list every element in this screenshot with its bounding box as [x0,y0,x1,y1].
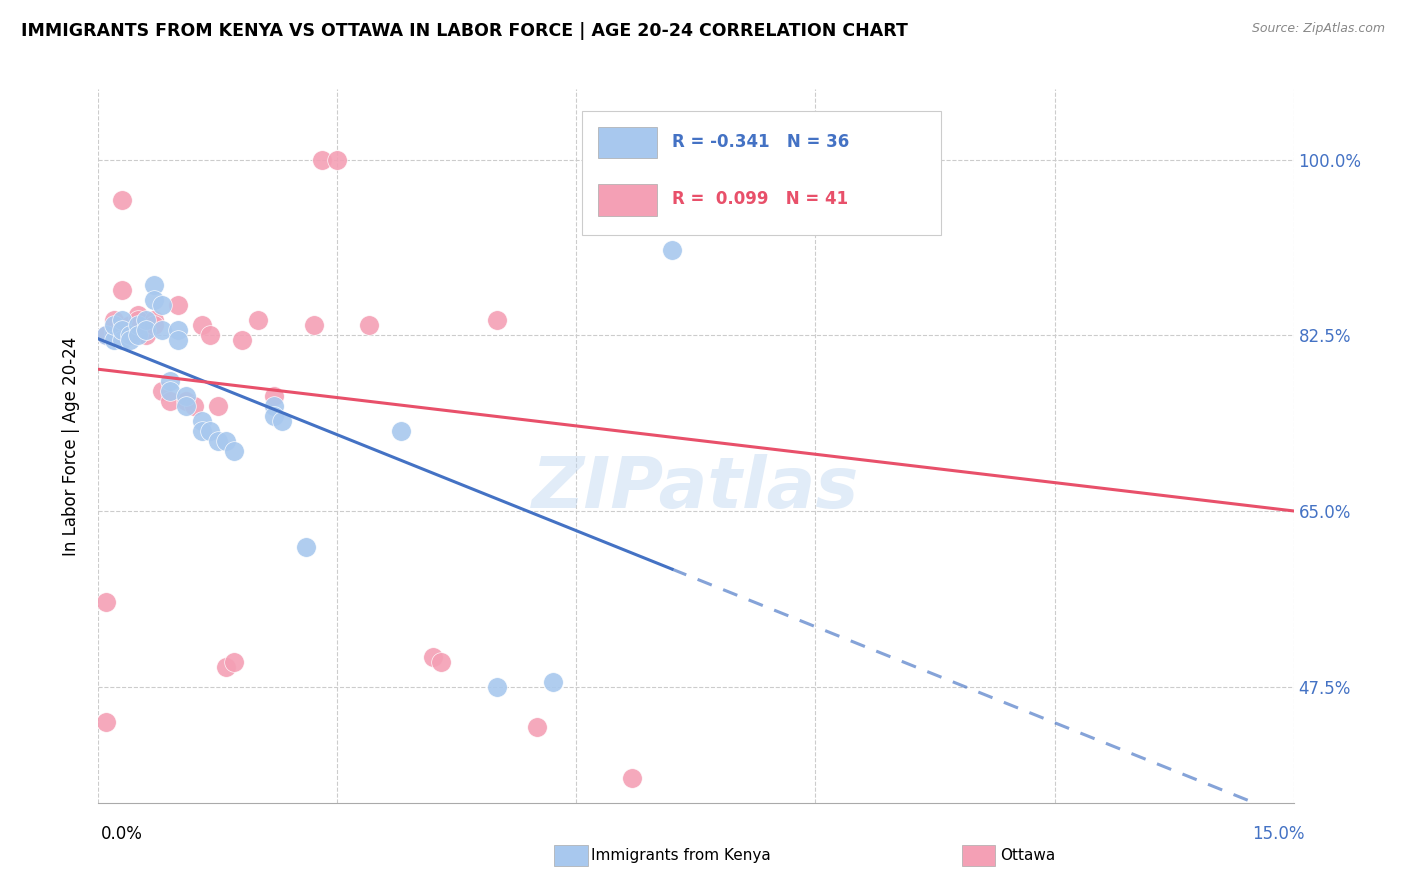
Point [526,720,548,734]
Text: ZIPatlas: ZIPatlas [533,454,859,524]
Point [485,313,508,327]
Point [111,323,134,337]
Point [183,399,205,413]
Point [174,389,197,403]
Point [191,318,214,333]
Point [485,680,508,694]
FancyBboxPatch shape [582,111,941,235]
Point [676,153,699,167]
Point [120,328,142,343]
Point [174,399,197,413]
Point [120,318,142,333]
Y-axis label: In Labor Force | Age 20-24: In Labor Force | Age 20-24 [62,336,80,556]
Point [135,328,157,343]
Text: Source: ZipAtlas.com: Source: ZipAtlas.com [1251,22,1385,36]
Point [111,334,134,348]
Point [621,771,644,785]
Point [167,323,190,337]
Point [167,298,190,312]
Point [120,334,142,348]
Point [159,374,181,388]
Point [96,328,118,343]
Point [215,434,238,448]
Point [270,414,292,428]
Point [96,328,118,343]
Point [389,424,412,438]
Point [143,318,166,333]
Point [422,650,444,665]
FancyBboxPatch shape [598,127,657,159]
Point [167,334,190,348]
Point [96,595,118,609]
Point [159,384,181,398]
Point [103,328,125,343]
Point [359,318,381,333]
Point [215,660,238,674]
Point [143,313,166,327]
Text: 15.0%: 15.0% [1253,825,1305,843]
Point [143,293,166,308]
Point [263,399,285,413]
Point [143,278,166,293]
Point [246,313,269,327]
Point [174,393,197,408]
Point [127,328,149,343]
Point [311,153,333,167]
Point [111,193,134,207]
Point [135,313,157,327]
Point [191,424,214,438]
Point [127,313,149,327]
Point [150,323,173,337]
Point [302,318,325,333]
Point [120,328,142,343]
Point [231,334,253,348]
Point [326,153,349,167]
Point [111,313,134,327]
Point [127,318,149,333]
Point [198,424,221,438]
Point [111,283,134,297]
Point [263,389,285,403]
Point [103,313,125,327]
Text: Ottawa: Ottawa [1000,848,1054,863]
Text: R = -0.341   N = 36: R = -0.341 N = 36 [672,133,849,151]
Point [103,318,125,333]
Point [207,434,229,448]
Point [103,323,125,337]
Point [150,384,173,398]
Text: Immigrants from Kenya: Immigrants from Kenya [591,848,770,863]
Point [207,399,229,413]
Point [294,540,316,554]
Point [159,393,181,408]
Point [150,298,173,312]
Point [198,328,221,343]
Point [135,323,157,337]
Text: 0.0%: 0.0% [101,825,143,843]
Text: IMMIGRANTS FROM KENYA VS OTTAWA IN LABOR FORCE | AGE 20-24 CORRELATION CHART: IMMIGRANTS FROM KENYA VS OTTAWA IN LABOR… [21,22,908,40]
Point [263,409,285,423]
Point [191,414,214,428]
Point [222,444,245,458]
Point [685,153,707,167]
Point [135,323,157,337]
Point [222,655,245,669]
Point [661,243,683,257]
Point [127,309,149,323]
FancyBboxPatch shape [598,184,657,216]
Text: R =  0.099   N = 41: R = 0.099 N = 41 [672,190,848,208]
Point [96,715,118,730]
Point [541,675,564,690]
Point [430,655,453,669]
Point [103,334,125,348]
Point [111,328,134,343]
